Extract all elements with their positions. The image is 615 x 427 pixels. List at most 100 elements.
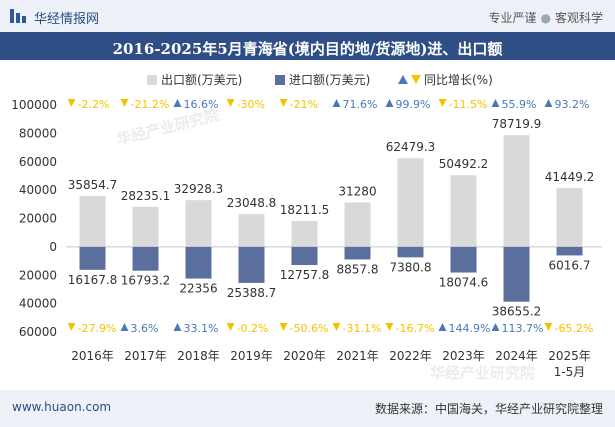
import-value-label: 38655.2 — [492, 305, 542, 319]
export-yoy-up-triangle — [173, 99, 182, 107]
y-tick-label: 60000 — [19, 325, 57, 339]
export-value-label: 18211.5 — [280, 203, 330, 217]
brand-name: 华经情报网 — [34, 12, 100, 27]
y-tick-label: 60000 — [19, 155, 57, 169]
export-value-label: 32928.3 — [174, 182, 224, 196]
import-value-label: 25388.7 — [227, 286, 277, 300]
export-value-label: 23048.8 — [227, 196, 277, 210]
import-bar — [291, 246, 318, 265]
import-value-label: 22356 — [179, 282, 217, 296]
x-tick-label: 2020年 — [283, 349, 326, 363]
import-yoy-label: -31.1% — [343, 322, 382, 335]
export-bar — [344, 202, 371, 247]
export-bar — [132, 206, 159, 247]
import-yoy-label: 33.1% — [184, 322, 219, 335]
export-bar — [185, 200, 212, 247]
x-tick-label: 2016年 — [71, 349, 114, 363]
x-tick-label: 2019年 — [230, 349, 273, 363]
export-yoy-label: -2.2% — [78, 98, 110, 111]
import-bar — [556, 246, 583, 256]
legend-import-label: 进口额(万美元) — [289, 73, 370, 87]
export-bar — [291, 221, 318, 247]
export-yoy-up-triangle — [332, 99, 341, 107]
legend-yoy-label: 同比增长(%) — [424, 73, 493, 87]
export-value-label: 35854.7 — [68, 178, 118, 192]
import-yoy-up-triangle — [120, 323, 129, 331]
export-yoy-down-triangle — [120, 99, 129, 107]
export-value-label: 41449.2 — [545, 170, 595, 184]
legend-import-swatch — [275, 75, 285, 85]
y-tick-label: 40000 — [19, 183, 57, 197]
bullet-icon: ● — [540, 11, 551, 25]
export-yoy-label: -21.2% — [131, 98, 170, 111]
x-tick-label: 2021年 — [336, 349, 379, 363]
website-url: www.huaon.com — [12, 400, 112, 414]
export-bar — [79, 196, 106, 247]
footer-bar: www.huaon.com 数据来源：中国海关，华经产业研究院整理 — [0, 390, 615, 427]
export-yoy-label: -30% — [237, 98, 265, 111]
import-value-label: 18074.6 — [439, 276, 489, 290]
x-tick-label: 1-5月 — [554, 365, 586, 379]
export-yoy-up-triangle — [385, 99, 394, 107]
chart-title: 2016-2025年5月青海省(境内目的地/货源地)进、出口额 — [112, 40, 503, 58]
tag-objective: 客观科学 — [554, 11, 603, 25]
import-value-label: 12757.8 — [280, 268, 330, 282]
export-bar — [238, 214, 265, 247]
import-yoy-label: 113.7% — [502, 322, 544, 335]
import-yoy-label: 144.9% — [449, 322, 491, 335]
import-yoy-down-triangle — [67, 323, 76, 331]
x-tick-label: 2022年 — [389, 349, 432, 363]
import-value-label: 16167.8 — [68, 273, 118, 287]
export-yoy-up-triangle — [544, 99, 553, 107]
import-yoy-up-triangle — [438, 323, 447, 331]
export-bar — [556, 188, 583, 247]
watermark-text: 华经产业研究院 — [430, 364, 535, 382]
import-yoy-down-triangle — [385, 323, 394, 331]
title-bar: 2016-2025年5月青海省(境内目的地/货源地)进、出口额 — [0, 32, 615, 60]
import-bar — [79, 246, 106, 270]
top-bar: 华经情报网 专业严谨 ● 客观科学 — [0, 0, 615, 32]
logo-bars-icon — [10, 9, 26, 23]
legend-export-swatch — [147, 75, 157, 85]
import-bar — [344, 246, 371, 260]
import-yoy-label: -27.9% — [78, 322, 117, 335]
header-tags: 专业严谨 ● 客观科学 — [488, 9, 603, 26]
legend-export-label: 出口额(万美元) — [161, 73, 242, 87]
export-yoy-down-triangle — [279, 99, 288, 107]
import-bar — [503, 246, 530, 302]
x-tick-label: 2024年 — [495, 349, 538, 363]
import-value-label: 16793.2 — [121, 274, 171, 288]
export-value-label: 31280 — [338, 184, 376, 198]
import-bar — [132, 246, 159, 271]
y-tick-label: 20000 — [19, 212, 57, 226]
x-tick-label: 2023年 — [442, 349, 485, 363]
import-yoy-label: -50.6% — [290, 322, 329, 335]
import-yoy-label: -65.2% — [555, 322, 594, 335]
y-tick-label: 0 — [49, 240, 57, 254]
import-yoy-label: -0.2% — [237, 322, 269, 335]
x-tick-label: 2025年 — [548, 349, 591, 363]
export-yoy-up-triangle — [491, 99, 500, 107]
import-bar — [238, 246, 265, 283]
x-tick-label: 2018年 — [177, 349, 220, 363]
y-tick-label: 20000 — [19, 268, 57, 282]
legend-down-triangle-icon — [411, 75, 421, 84]
tag-professional: 专业严谨 — [488, 11, 537, 25]
import-yoy-down-triangle — [226, 323, 235, 331]
x-tick-label: 2017年 — [124, 349, 167, 363]
import-yoy-down-triangle — [279, 323, 288, 331]
import-bar — [450, 246, 477, 273]
import-value-label: 7380.8 — [390, 260, 432, 274]
export-bar — [503, 135, 530, 247]
export-yoy-label: 71.6% — [343, 98, 378, 111]
import-value-label: 6016.7 — [549, 258, 591, 272]
y-tick-label: 100000 — [11, 98, 57, 112]
import-bar — [185, 246, 212, 279]
export-yoy-label: -11.5% — [449, 98, 488, 111]
export-bar — [450, 175, 477, 247]
import-value-label: 8857.8 — [337, 262, 379, 276]
import-yoy-up-triangle — [491, 323, 500, 331]
import-yoy-label: 3.6% — [131, 322, 159, 335]
import-yoy-down-triangle — [332, 323, 341, 331]
